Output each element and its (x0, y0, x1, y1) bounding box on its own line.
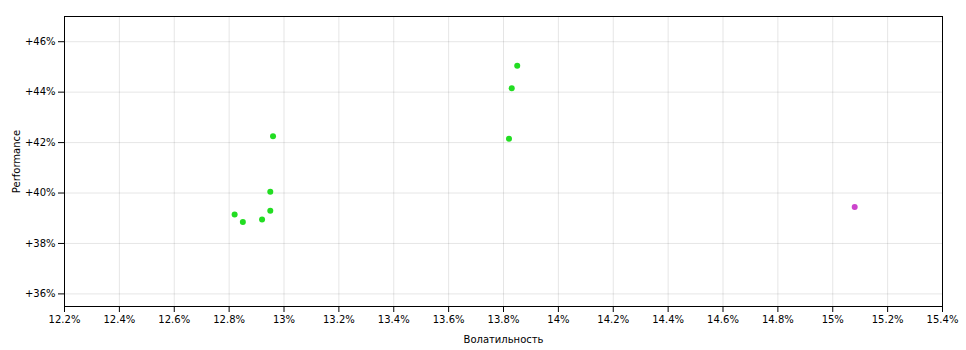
svg-text:12.2%: 12.2% (49, 314, 81, 325)
svg-text:14.2%: 14.2% (597, 314, 629, 325)
svg-text:13%: 13% (273, 314, 295, 325)
svg-text:13.2%: 13.2% (323, 314, 355, 325)
svg-text:12.8%: 12.8% (213, 314, 245, 325)
svg-text:14.6%: 14.6% (707, 314, 739, 325)
svg-text:15.4%: 15.4% (927, 314, 959, 325)
svg-text:+46%: +46% (25, 36, 56, 47)
svg-text:15%: 15% (822, 314, 844, 325)
svg-text:+40%: +40% (25, 187, 56, 198)
svg-text:12.4%: 12.4% (103, 314, 135, 325)
svg-text:+38%: +38% (25, 238, 56, 249)
svg-text:Performance: Performance (11, 130, 22, 193)
svg-text:13.4%: 13.4% (378, 314, 410, 325)
svg-text:13.6%: 13.6% (433, 314, 465, 325)
svg-text:14%: 14% (547, 314, 569, 325)
svg-text:12.6%: 12.6% (158, 314, 190, 325)
svg-text:+42%: +42% (25, 137, 56, 148)
svg-text:14.8%: 14.8% (762, 314, 794, 325)
svg-text:13.8%: 13.8% (488, 314, 520, 325)
svg-text:14.4%: 14.4% (652, 314, 684, 325)
svg-text:15.2%: 15.2% (872, 314, 904, 325)
svg-text:+44%: +44% (25, 86, 56, 97)
svg-text:Волатильность: Волатильность (464, 334, 544, 345)
svg-text:+36%: +36% (25, 288, 56, 299)
